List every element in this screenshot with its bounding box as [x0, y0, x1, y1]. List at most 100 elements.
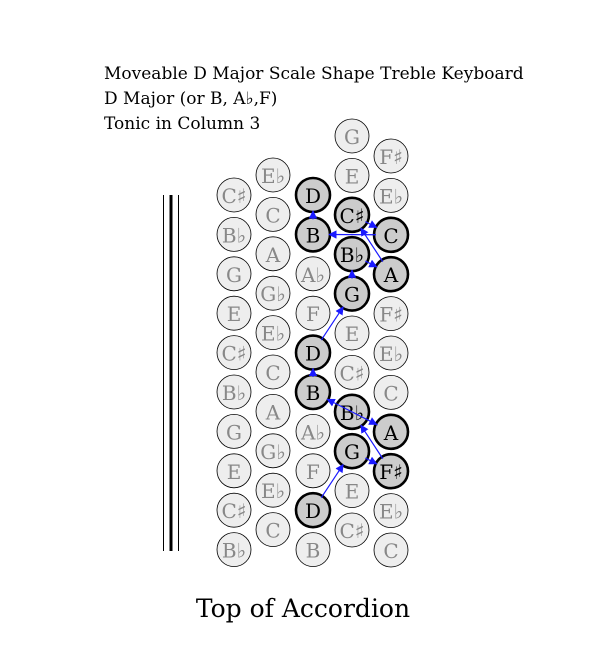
button-col4-1[interactable]: E: [334, 157, 370, 193]
button-col2-0[interactable]: E♭: [255, 157, 291, 193]
button-note-label: C♯: [222, 184, 247, 208]
button-col4-10[interactable]: C♯: [334, 512, 370, 548]
button-col1-4[interactable]: C♯: [216, 335, 252, 371]
button-col1-8[interactable]: C♯: [216, 492, 252, 528]
button-circle: [334, 512, 370, 548]
button-col3-4[interactable]: D: [294, 334, 332, 371]
button-note-label: C♯: [222, 342, 247, 366]
button-col5-3[interactable]: A: [372, 255, 410, 293]
button-col4-0[interactable]: G: [334, 118, 370, 154]
button-note-label: G: [226, 420, 242, 444]
button-col1-2[interactable]: G: [216, 256, 252, 292]
button-col4-2[interactable]: C♯: [333, 196, 371, 234]
bellows-lines: [163, 195, 179, 551]
button-circle: [333, 196, 371, 234]
button-col5-0[interactable]: F♯: [373, 138, 409, 174]
button-note-label: G: [344, 283, 360, 307]
button-col2-1[interactable]: C: [255, 196, 291, 232]
button-col5-6[interactable]: C: [373, 374, 409, 410]
button-col5-5[interactable]: E♭: [373, 335, 409, 371]
button-note-label: E♭: [379, 342, 403, 366]
button-note-label: A♭: [300, 263, 325, 287]
button-col5-1[interactable]: E♭: [373, 177, 409, 213]
button-circle: [216, 532, 252, 567]
button-circle: [372, 413, 410, 451]
button-col1-5[interactable]: B♭: [216, 374, 252, 410]
button-circle: [333, 432, 371, 470]
button-note-label: C: [265, 203, 280, 227]
button-col5-4[interactable]: F♯: [373, 296, 409, 332]
button-col5-7[interactable]: A: [372, 413, 410, 451]
button-note-label: E♭: [379, 500, 403, 524]
button-col4-5[interactable]: E: [334, 315, 370, 351]
button-col4-9[interactable]: E: [334, 473, 370, 509]
scale-arrow: [326, 398, 378, 426]
button-col4-4[interactable]: G: [333, 275, 371, 312]
button-col2-3[interactable]: G♭: [255, 275, 291, 311]
button-note-label: A: [383, 421, 399, 445]
button-circle: [334, 354, 370, 390]
button-col4-6[interactable]: C♯: [334, 354, 370, 390]
button-col3-1[interactable]: B: [294, 216, 332, 253]
button-col3-6[interactable]: A♭: [295, 413, 331, 449]
button-note-label: D: [305, 342, 321, 366]
button-col5-9[interactable]: E♭: [373, 493, 409, 529]
title-line-3: Tonic in Column 3: [104, 114, 261, 134]
button-circle: [216, 177, 252, 213]
button-col2-2[interactable]: A: [255, 236, 291, 272]
button-circle: [373, 138, 409, 174]
button-note-label: B♭: [340, 243, 364, 267]
button-col3-0[interactable]: D: [294, 176, 332, 214]
button-col3-2[interactable]: A♭: [295, 256, 331, 292]
button-col2-4[interactable]: E♭: [255, 315, 291, 351]
title-line-2: D Major (or B, A♭,F): [104, 89, 278, 109]
button-col2-5[interactable]: C: [255, 354, 291, 390]
button-note-label: B: [306, 223, 321, 247]
button-col3-9[interactable]: B: [295, 532, 331, 567]
button-col2-6[interactable]: A: [255, 393, 291, 429]
button-circle: [216, 492, 252, 528]
button-note-label: G♭: [260, 282, 285, 306]
button-note-label: F: [306, 302, 320, 326]
button-col3-5[interactable]: B: [294, 373, 332, 411]
button-col1-6[interactable]: G: [216, 413, 252, 449]
button-col5-10[interactable]: C: [373, 532, 409, 568]
button-col5-2[interactable]: C: [372, 216, 410, 254]
button-note-label: F♯: [379, 145, 403, 169]
button-circle: [255, 157, 291, 193]
button-note-label: B♭: [340, 401, 364, 425]
button-col4-3[interactable]: B♭: [333, 235, 371, 273]
scale-arrows: [308, 210, 384, 499]
button-circle: [295, 295, 331, 331]
button-col2-8[interactable]: E♭: [255, 472, 291, 508]
button-circle: [373, 335, 409, 371]
button-circle: [373, 296, 409, 332]
button-col1-3[interactable]: E: [216, 295, 252, 331]
button-col1-0[interactable]: C♯: [216, 177, 252, 213]
button-circle: [373, 493, 409, 529]
button-note-label: G♭: [260, 440, 285, 464]
button-col2-9[interactable]: C: [255, 512, 291, 547]
button-circle: [373, 374, 409, 410]
button-col3-3[interactable]: F: [295, 295, 331, 331]
button-circle: [372, 452, 410, 490]
button-circle: [334, 315, 370, 351]
button-circle: [216, 413, 252, 449]
button-circle: [255, 236, 291, 272]
button-note-label: E: [345, 322, 360, 346]
button-col3-8[interactable]: D: [294, 491, 332, 529]
button-circle: [255, 354, 291, 390]
button-note-label: G: [344, 440, 360, 464]
button-col1-1[interactable]: B♭: [216, 216, 252, 252]
button-col2-7[interactable]: G♭: [255, 433, 291, 469]
button-note-label: F: [306, 460, 320, 484]
button-col5-8[interactable]: F♯: [372, 452, 410, 490]
button-note-label: A♭: [300, 420, 325, 444]
button-col1-9[interactable]: B♭: [216, 532, 252, 567]
button-col3-7[interactable]: F: [295, 453, 331, 489]
button-note-label: C♯: [340, 361, 365, 385]
button-note-label: C: [265, 361, 280, 385]
button-note-label: E♭: [261, 322, 285, 346]
button-col1-7[interactable]: E: [216, 453, 252, 489]
button-col4-8[interactable]: G: [333, 432, 371, 470]
